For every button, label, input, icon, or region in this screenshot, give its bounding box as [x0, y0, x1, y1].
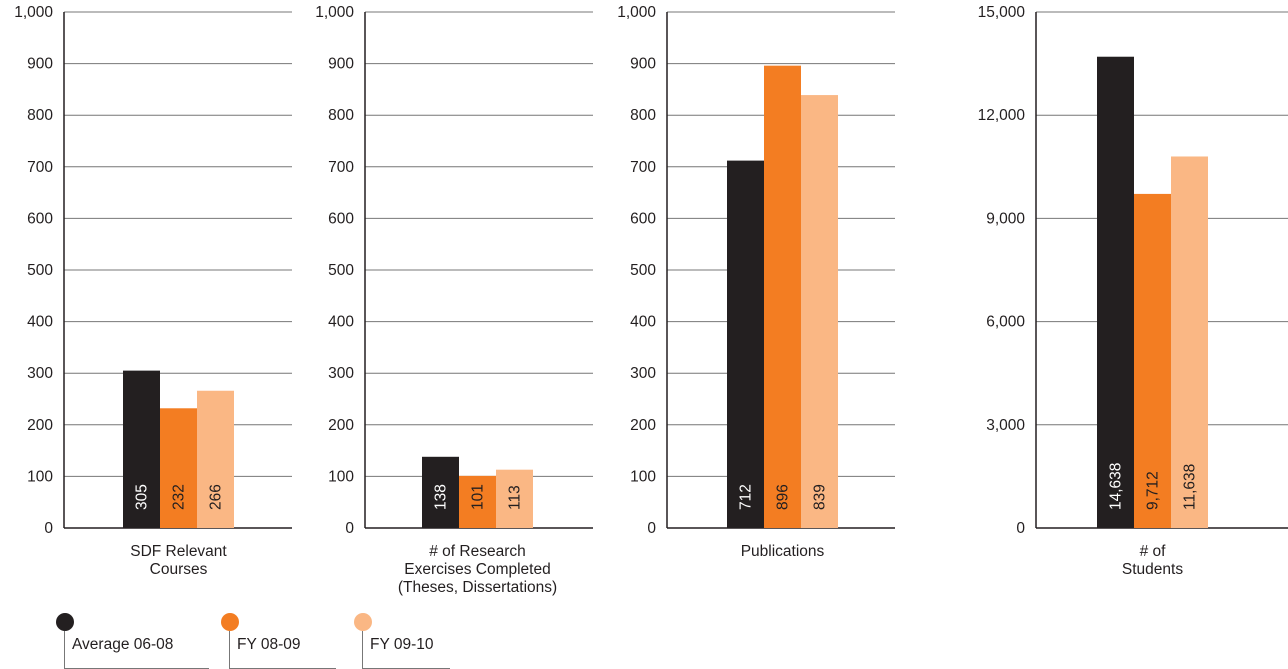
category-label: Exercises Completed — [404, 561, 550, 578]
legend-label-fy0910: FY 09-10 — [370, 636, 434, 653]
category-label: Students — [1122, 561, 1183, 578]
category-label: Publications — [741, 543, 825, 560]
y-tick-label: 500 — [27, 262, 53, 279]
y-tick-label: 0 — [1016, 520, 1025, 537]
category-label: SDF Relevant — [130, 543, 227, 560]
bar — [197, 390, 234, 528]
bar — [1134, 193, 1171, 528]
y-tick-label: 200 — [27, 417, 53, 434]
bar — [801, 95, 838, 529]
y-tick-label: 800 — [27, 107, 53, 124]
y-tick-label: 900 — [328, 56, 354, 73]
y-tick-label: 3,000 — [986, 417, 1025, 434]
y-tick-label: 1,000 — [315, 4, 354, 21]
y-tick-label: 900 — [630, 56, 656, 73]
y-tick-label: 900 — [27, 56, 53, 73]
y-tick-label: 0 — [345, 520, 354, 537]
category-label: Courses — [150, 561, 208, 578]
bar — [160, 408, 197, 528]
bar-value-label: 712 — [738, 484, 755, 510]
y-tick-label: 200 — [328, 417, 354, 434]
y-tick-label: 600 — [27, 210, 53, 227]
y-tick-label: 9,000 — [986, 210, 1025, 227]
legend-leader — [64, 631, 65, 669]
bar — [1097, 56, 1134, 528]
bar-value-label: 14,638 — [1108, 463, 1125, 510]
y-tick-label: 6,000 — [986, 314, 1025, 331]
bar-value-label: 266 — [208, 484, 225, 510]
legend-swatch-average — [56, 613, 74, 631]
category-label: (Theses, Dissertations) — [398, 579, 557, 596]
y-tick-label: 12,000 — [978, 107, 1026, 124]
y-tick-label: 100 — [630, 468, 656, 485]
legend-label-average: Average 06-08 — [72, 636, 174, 653]
legend-swatch-fy0809 — [221, 613, 239, 631]
y-tick-label: 600 — [630, 210, 656, 227]
bar — [1171, 156, 1208, 529]
y-tick-label: 200 — [630, 417, 656, 434]
legend-leader — [362, 631, 363, 669]
bar-value-label: 113 — [507, 485, 524, 510]
y-tick-label: 1,000 — [14, 4, 53, 21]
y-tick-label: 1,000 — [617, 4, 656, 21]
y-tick-label: 400 — [630, 314, 656, 331]
legend-label-fy0809: FY 08-09 — [237, 636, 301, 653]
y-tick-label: 500 — [630, 262, 656, 279]
y-tick-label: 700 — [630, 159, 656, 176]
bar — [422, 456, 459, 528]
category-label: # of Research — [429, 543, 526, 560]
category-label: # of — [1140, 543, 1167, 560]
y-tick-label: 300 — [328, 365, 354, 382]
bar — [123, 370, 160, 528]
y-tick-label: 400 — [27, 314, 53, 331]
y-tick-label: 100 — [328, 468, 354, 485]
y-tick-label: 0 — [44, 520, 53, 537]
bar-value-label: 896 — [775, 484, 792, 510]
bar-value-label: 839 — [812, 484, 829, 510]
bar-value-label: 138 — [433, 484, 450, 510]
y-tick-label: 500 — [328, 262, 354, 279]
y-tick-label: 800 — [328, 107, 354, 124]
y-tick-label: 300 — [27, 365, 53, 382]
y-tick-label: 700 — [328, 159, 354, 176]
bar-value-label: 305 — [134, 484, 151, 510]
bar — [764, 65, 801, 528]
bar-value-label: 232 — [171, 484, 188, 510]
legend-swatch-fy0910 — [354, 613, 372, 631]
y-tick-label: 600 — [328, 210, 354, 227]
bar — [496, 469, 533, 528]
bar-value-label: 9,712 — [1145, 471, 1162, 510]
bar — [727, 160, 764, 528]
legend-leader — [229, 631, 230, 669]
y-tick-label: 0 — [647, 520, 656, 537]
y-tick-label: 800 — [630, 107, 656, 124]
bar — [459, 475, 496, 528]
y-tick-label: 700 — [27, 159, 53, 176]
y-tick-label: 15,000 — [978, 4, 1026, 21]
bar-value-label: 101 — [470, 484, 487, 510]
y-tick-label: 300 — [630, 365, 656, 382]
bar-value-label: 11,638 — [1182, 464, 1199, 510]
y-tick-label: 100 — [27, 468, 53, 485]
y-tick-label: 400 — [328, 314, 354, 331]
